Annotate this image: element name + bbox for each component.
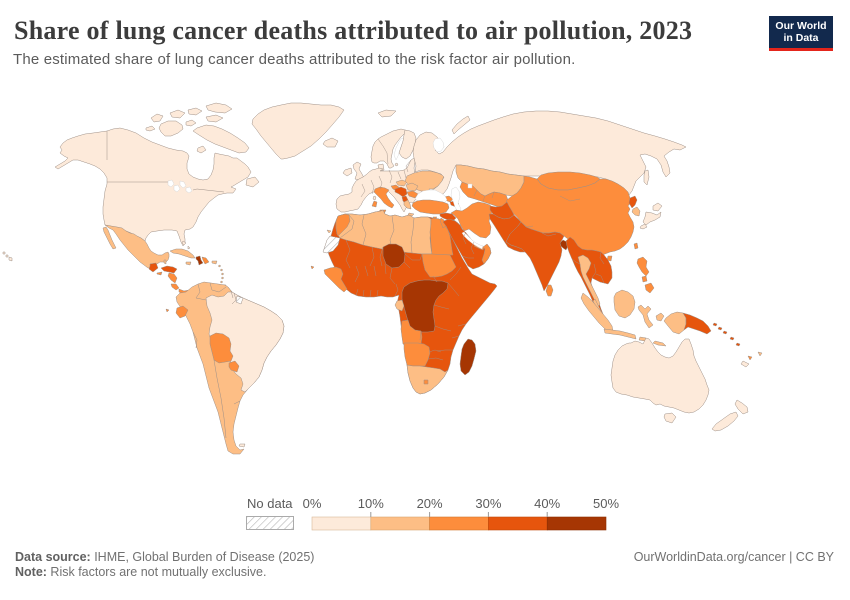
svg-text:40%: 40% <box>534 496 560 511</box>
svg-text:0%: 0% <box>303 496 322 511</box>
svg-text:10%: 10% <box>358 496 384 511</box>
svg-text:30%: 30% <box>475 496 501 511</box>
svg-text:50%: 50% <box>593 496 619 511</box>
svg-text:20%: 20% <box>417 496 443 511</box>
svg-text:No data: No data <box>247 496 293 511</box>
